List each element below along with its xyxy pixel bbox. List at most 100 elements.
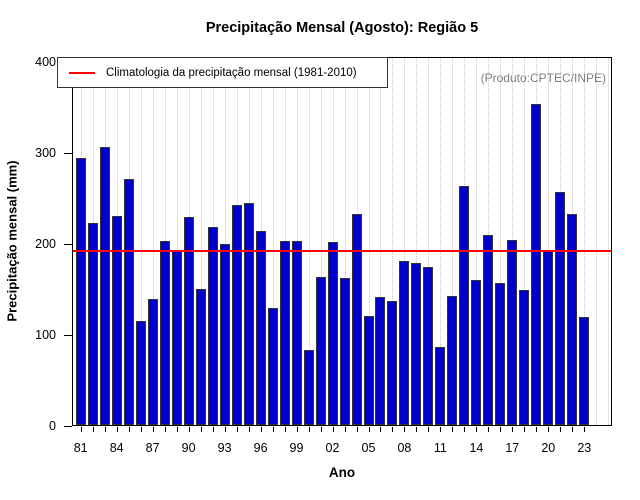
- y-tick-label: 100: [35, 327, 56, 342]
- bar-1994: [231, 205, 242, 425]
- gridline: [608, 58, 610, 425]
- bar-1991: [195, 288, 206, 425]
- x-tick-mark: [128, 427, 130, 432]
- gridline: [428, 58, 430, 425]
- y-tick-label: 200: [35, 236, 56, 251]
- x-tick-label: 99: [289, 441, 304, 455]
- bar-2016: [495, 283, 506, 425]
- bar-2015: [483, 235, 494, 425]
- gridline: [440, 58, 442, 425]
- gridline: [140, 58, 142, 425]
- x-tick-mark: [344, 427, 346, 432]
- x-axis-title: Ano: [328, 465, 356, 480]
- x-tick-mark: [332, 427, 334, 432]
- x-tick-mark: [104, 427, 106, 432]
- gridline: [368, 58, 370, 425]
- x-tick-mark: [356, 427, 358, 432]
- bar-2009: [411, 263, 422, 425]
- bar-1992: [207, 226, 218, 425]
- x-tick-label: 96: [253, 441, 268, 455]
- bar-1981: [75, 157, 86, 425]
- y-tick-mark: [64, 425, 72, 427]
- bar-1983: [99, 146, 110, 425]
- gridline: [392, 58, 394, 425]
- legend-label: Climatologia da precipitação mensal (198…: [106, 66, 357, 79]
- bar-2012: [447, 296, 458, 425]
- bar-2010: [423, 266, 434, 425]
- gridline: [272, 58, 274, 425]
- gridline: [416, 58, 418, 425]
- x-tick-mark: [164, 427, 166, 432]
- bar-1997: [267, 307, 278, 425]
- x-tick-mark: [248, 427, 250, 432]
- x-tick-mark: [140, 427, 142, 432]
- x-tick-mark: [404, 427, 406, 432]
- x-tick-mark: [440, 427, 442, 432]
- x-tick-mark: [284, 427, 286, 432]
- x-tick-mark: [188, 427, 190, 432]
- climatology-line: [73, 249, 611, 252]
- gridline: [524, 58, 526, 425]
- bar-2021: [555, 192, 566, 425]
- x-tick-mark: [116, 427, 118, 432]
- climatology-line-swatch-icon: [69, 71, 95, 74]
- line-layer: [73, 58, 611, 425]
- x-tick-label: 08: [397, 441, 412, 455]
- x-tick-label: 90: [181, 441, 196, 455]
- y-tick-label: 300: [35, 145, 56, 160]
- gridline: [320, 58, 322, 425]
- x-tick-mark: [572, 427, 574, 432]
- x-tick-mark: [236, 427, 238, 432]
- x-tick-mark: [200, 427, 202, 432]
- legend: Climatologia da precipitação mensal (198…: [57, 57, 388, 88]
- gridline: [224, 58, 226, 425]
- watermark-product-label: (Produto:CPTEC/INPE): [480, 71, 606, 85]
- x-tick-mark: [488, 427, 490, 432]
- y-tick-mark: [64, 152, 72, 154]
- bar-1988: [159, 241, 170, 425]
- gridline: [332, 58, 334, 425]
- x-tick-mark: [260, 427, 262, 432]
- bar-1996: [255, 230, 266, 425]
- x-tick-mark: [224, 427, 226, 432]
- x-tick-mark: [500, 427, 502, 432]
- gridline: [200, 58, 202, 425]
- x-tick-mark: [428, 427, 430, 432]
- bars-layer: [73, 58, 611, 425]
- chart-title: Precipitação Mensal (Agosto): Região 5: [205, 20, 479, 36]
- x-tick-label: 11: [433, 441, 447, 455]
- x-tick-mark: [416, 427, 418, 432]
- x-tick-mark: [452, 427, 454, 432]
- x-tick-label: 84: [109, 441, 124, 455]
- bar-1990: [183, 216, 194, 425]
- bar-1986: [135, 321, 146, 425]
- gridline: [404, 58, 406, 425]
- bar-2006: [375, 296, 386, 425]
- bar-2022: [567, 214, 578, 425]
- x-tick-mark: [548, 427, 550, 432]
- y-tick-label: 0: [49, 418, 56, 433]
- x-tick-label: 87: [145, 441, 160, 455]
- x-tick-mark: [536, 427, 538, 432]
- bar-2018: [519, 289, 530, 425]
- x-tick-label: 05: [361, 441, 376, 455]
- gridline: [380, 58, 382, 425]
- bar-1999: [291, 241, 302, 425]
- bar-2002: [327, 242, 338, 425]
- x-tick-mark: [380, 427, 382, 432]
- x-tick-label: 02: [325, 441, 340, 455]
- bar-2011: [435, 346, 446, 425]
- x-tick-mark: [308, 427, 310, 432]
- x-tick-mark: [152, 427, 154, 432]
- x-tick-mark: [560, 427, 562, 432]
- bar-2007: [387, 301, 398, 425]
- gridline: [548, 58, 550, 425]
- plot-area: [72, 57, 612, 426]
- x-tick-label: 81: [73, 441, 88, 455]
- bar-2001: [315, 276, 326, 425]
- bar-2004: [351, 214, 362, 425]
- bar-1995: [243, 203, 254, 425]
- gridline: [452, 58, 454, 425]
- bar-1993: [219, 244, 230, 425]
- x-tick-mark: [272, 427, 274, 432]
